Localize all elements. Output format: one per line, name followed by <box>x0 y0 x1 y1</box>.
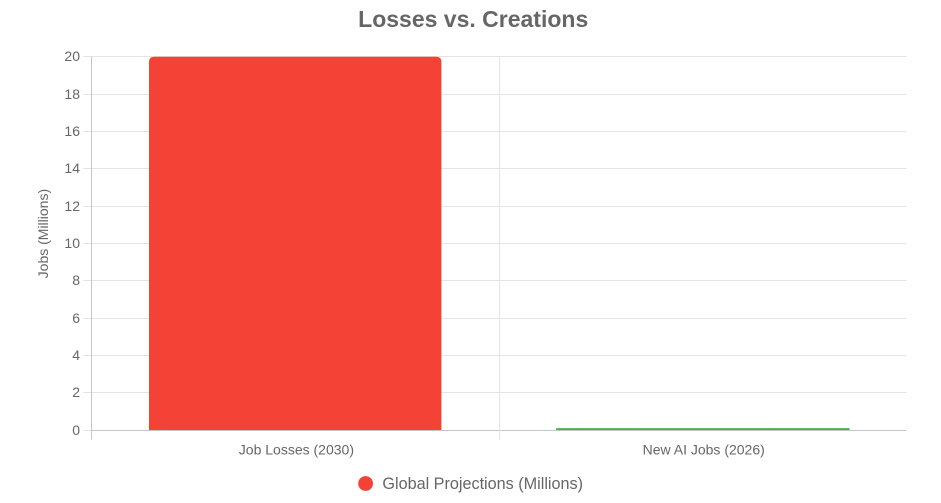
svg-text:20: 20 <box>64 48 80 64</box>
svg-text:10: 10 <box>64 235 80 251</box>
svg-text:Global Projections (Millions): Global Projections (Millions) <box>382 475 583 493</box>
svg-text:12: 12 <box>64 198 80 214</box>
svg-text:0: 0 <box>72 422 80 438</box>
svg-text:4: 4 <box>72 347 80 363</box>
svg-text:18: 18 <box>64 86 80 102</box>
svg-text:New AI Jobs (2026): New AI Jobs (2026) <box>643 442 765 458</box>
svg-text:6: 6 <box>72 310 80 326</box>
svg-text:14: 14 <box>64 160 80 176</box>
svg-text:16: 16 <box>64 123 80 139</box>
svg-text:Job Losses (2030): Job Losses (2030) <box>239 442 354 458</box>
svg-text:2: 2 <box>72 384 80 400</box>
svg-text:Losses vs. Creations: Losses vs. Creations <box>358 6 588 32</box>
svg-text:Jobs (Millions): Jobs (Millions) <box>35 189 51 278</box>
svg-text:8: 8 <box>72 272 80 288</box>
